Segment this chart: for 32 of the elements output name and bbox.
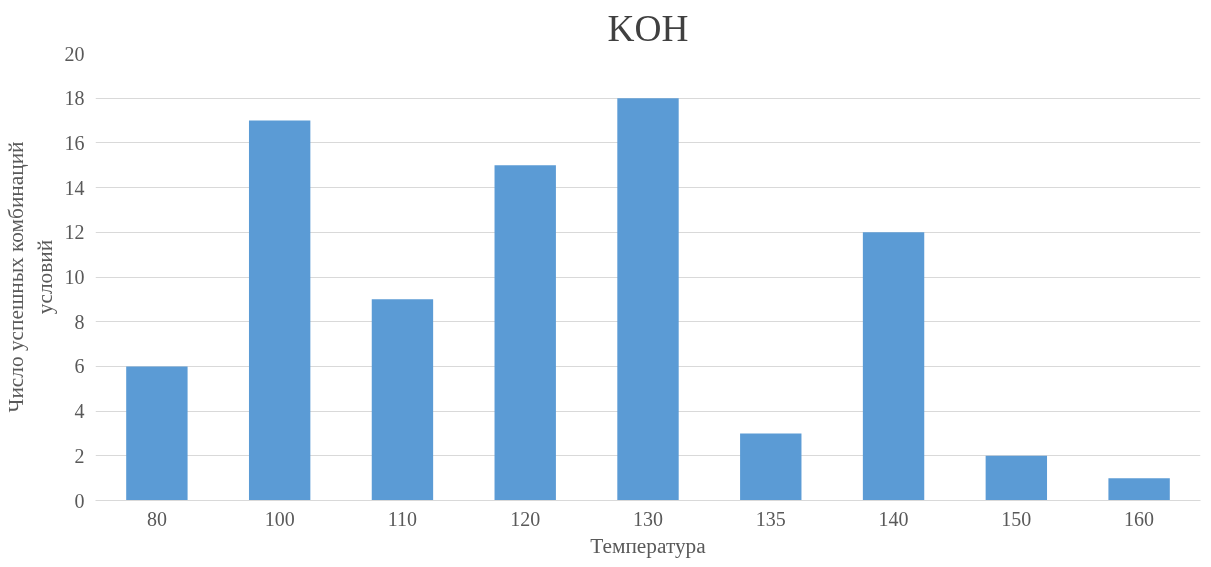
x-tick-label: 150 [1001, 507, 1032, 530]
bar [494, 165, 556, 501]
y-tick-label: 6 [74, 355, 85, 378]
y-tick-label: 0 [74, 489, 85, 512]
y-tick-label: 20 [64, 42, 85, 65]
x-tick-label: 140 [878, 507, 909, 530]
x-tick-label: 80 [146, 507, 167, 530]
bar [985, 455, 1048, 501]
y-tick-label: 12 [64, 221, 85, 244]
chart-title: KOH [607, 7, 689, 49]
y-tick-label: 14 [64, 176, 85, 199]
x-tick-label: 110 [387, 507, 418, 530]
bar [617, 98, 679, 501]
x-tick-label: 130 [633, 507, 663, 530]
bar [126, 366, 188, 501]
bar [248, 120, 311, 501]
x-tick-label: 160 [1124, 507, 1155, 530]
x-tick-label: 135 [755, 507, 786, 530]
y-tick-label: 10 [64, 266, 85, 288]
y-tick-label: 2 [74, 444, 85, 467]
y-tick-label: 4 [74, 400, 85, 423]
bar [862, 232, 925, 501]
y-tick-label: 18 [64, 87, 85, 110]
bar [371, 299, 434, 501]
bar [740, 433, 802, 501]
y-tick-label: 8 [74, 310, 85, 333]
x-axis-title: Температура [590, 533, 707, 558]
x-tick-label: 100 [264, 507, 295, 530]
bar [1108, 478, 1170, 501]
x-tick-label: 120 [510, 507, 541, 530]
y-tick-label: 16 [64, 131, 85, 154]
y-axis-title: Число успешных комбинаций условий [3, 141, 57, 413]
